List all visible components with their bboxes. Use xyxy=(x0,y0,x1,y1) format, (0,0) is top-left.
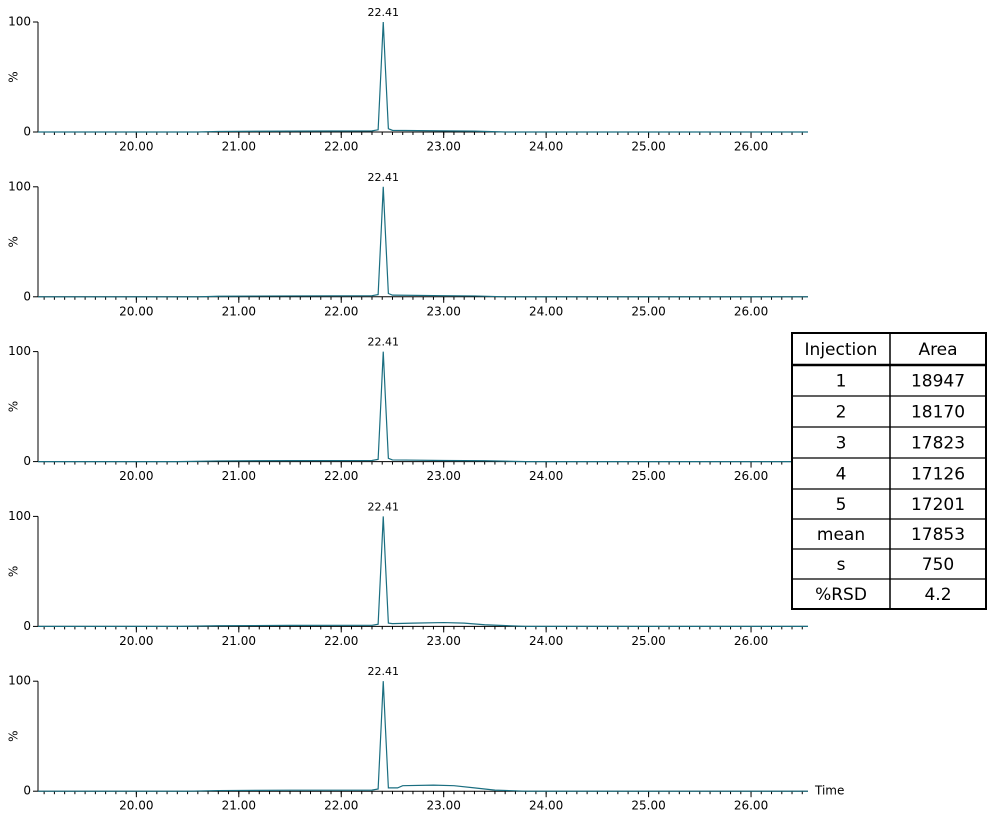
trace xyxy=(38,186,808,298)
x-tick-label: 20.00 xyxy=(119,799,153,813)
x-tick-label: 20.00 xyxy=(119,469,153,483)
peak-label: 22.41 xyxy=(368,6,400,19)
x-tick-label: 25.00 xyxy=(631,634,665,648)
peak-label: 22.41 xyxy=(368,171,400,184)
table-cell: 4 xyxy=(836,465,847,485)
x-tick-label: 21.00 xyxy=(222,304,256,318)
x-tick-label: 21.00 xyxy=(222,469,256,483)
table-cell: %RSD xyxy=(815,585,867,605)
x-tick-label: 22.00 xyxy=(324,634,358,648)
x-tick-label: 21.00 xyxy=(222,140,256,154)
table-cell: s xyxy=(837,555,846,575)
trace xyxy=(38,351,808,463)
table-cell: mean xyxy=(817,525,865,545)
table-cell: 2 xyxy=(836,403,847,423)
y-axis-label: % xyxy=(7,401,21,412)
table-cell: 5 xyxy=(836,495,847,515)
table-cell: 18170 xyxy=(911,403,965,423)
y-tick-label: 0 xyxy=(23,125,31,139)
trace xyxy=(38,681,808,792)
x-tick-label: 22.00 xyxy=(324,799,358,813)
x-tick-label: 26.00 xyxy=(734,799,768,813)
x-tick-label: 20.00 xyxy=(119,140,153,154)
table-cell: 1 xyxy=(836,372,847,392)
x-tick-label: 25.00 xyxy=(631,469,665,483)
x-tick-label: 26.00 xyxy=(734,469,768,483)
x-tick-label: 24.00 xyxy=(529,634,563,648)
trace xyxy=(38,516,808,628)
y-tick-label: 0 xyxy=(23,289,31,303)
peak-label: 22.41 xyxy=(368,665,400,678)
x-tick-label: 25.00 xyxy=(631,304,665,318)
y-axis-label: % xyxy=(7,566,21,577)
x-tick-label: 26.00 xyxy=(734,634,768,648)
y-axis-label: % xyxy=(7,71,21,82)
y-tick-label: 100 xyxy=(8,674,31,688)
table-cell: 18947 xyxy=(911,372,965,392)
y-tick-label: 100 xyxy=(8,179,31,193)
peak-label: 22.41 xyxy=(368,500,400,513)
x-tick-label: 23.00 xyxy=(427,304,461,318)
x-tick-label: 22.00 xyxy=(324,469,358,483)
x-tick-label: 23.00 xyxy=(427,469,461,483)
y-axis-label: % xyxy=(7,236,21,247)
y-tick-label: 100 xyxy=(8,344,31,358)
x-tick-label: 25.00 xyxy=(631,799,665,813)
x-tick-label: 24.00 xyxy=(529,140,563,154)
x-tick-label: 25.00 xyxy=(631,140,665,154)
x-tick-label: 26.00 xyxy=(734,140,768,154)
x-axis-label: Time xyxy=(814,784,844,798)
table-cell: 17201 xyxy=(911,495,965,515)
y-tick-label: 0 xyxy=(23,454,31,468)
table-cell: Injection xyxy=(805,340,878,360)
x-tick-label: 21.00 xyxy=(222,634,256,648)
x-tick-label: 20.00 xyxy=(119,304,153,318)
y-tick-label: 100 xyxy=(8,15,31,29)
table-cell: 3 xyxy=(836,434,847,454)
table-cell: 17126 xyxy=(911,465,965,485)
table-frame xyxy=(791,332,987,610)
table-cell: Area xyxy=(918,340,957,360)
y-axis-label: % xyxy=(7,730,21,741)
x-tick-label: 21.00 xyxy=(222,799,256,813)
x-tick-label: 23.00 xyxy=(427,799,461,813)
x-tick-label: 23.00 xyxy=(427,140,461,154)
table-cell: 750 xyxy=(922,555,954,575)
trace xyxy=(38,21,808,133)
y-tick-label: 100 xyxy=(8,509,31,523)
table-cell: 17853 xyxy=(911,525,965,545)
table-cell: 4.2 xyxy=(924,585,951,605)
x-tick-label: 24.00 xyxy=(529,304,563,318)
x-tick-label: 24.00 xyxy=(529,799,563,813)
x-tick-label: 20.00 xyxy=(119,634,153,648)
y-tick-label: 0 xyxy=(23,619,31,633)
x-tick-label: 22.00 xyxy=(324,304,358,318)
x-tick-label: 22.00 xyxy=(324,140,358,154)
x-tick-label: 24.00 xyxy=(529,469,563,483)
y-tick-label: 0 xyxy=(23,784,31,798)
x-tick-label: 26.00 xyxy=(734,304,768,318)
x-tick-label: 23.00 xyxy=(427,634,461,648)
peak-label: 22.41 xyxy=(368,336,400,349)
table-cell: 17823 xyxy=(911,434,965,454)
